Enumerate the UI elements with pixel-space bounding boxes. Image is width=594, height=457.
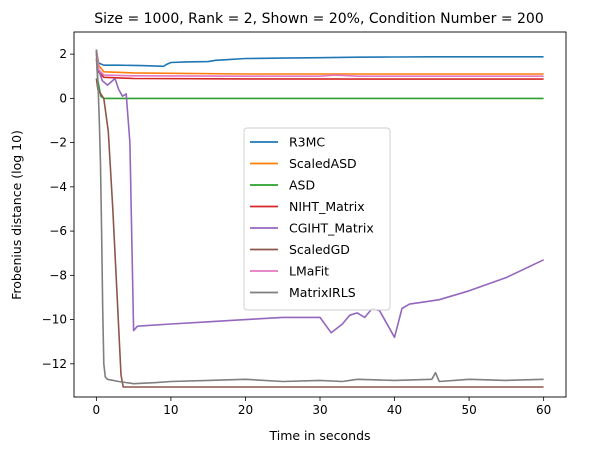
series-line-lmafit (95, 51, 544, 77)
legend-label: CGIHT_Matrix (289, 221, 374, 236)
series-line-matrixirls (95, 49, 544, 385)
x-tick-label: 30 (312, 403, 327, 417)
x-tick-label: 60 (536, 403, 551, 417)
legend-label: ScaledGD (289, 242, 350, 257)
y-tick-label: −12 (42, 357, 67, 371)
legend: R3MC ScaledASD ASD NIHT_Matrix CGIHT_Matrix S… (243, 127, 391, 311)
x-tick-label: 40 (387, 403, 402, 417)
legend-label: ASD (289, 178, 315, 193)
y-tick-label: −2 (49, 136, 67, 150)
y-tick-label: −6 (49, 224, 67, 238)
series-line-r3mc (95, 51, 544, 68)
y-tick-label: −10 (42, 313, 67, 327)
legend-label: ScaledASD (289, 156, 357, 171)
x-axis-label: Time in seconds (268, 428, 370, 443)
x-tick-label: 20 (238, 403, 253, 417)
series-line-cgiht-matrix (95, 49, 544, 339)
x-tick-label: 0 (93, 403, 101, 417)
chart-title: Size = 1000, Rank = 2, Shown = 20%, Cond… (94, 11, 543, 27)
y-tick-label: −8 (49, 268, 67, 282)
legend-label: LMaFit (289, 264, 329, 279)
y-tick-label: 0 (59, 91, 67, 105)
x-axis-ticks: 0 10 20 30 40 50 60 (93, 397, 551, 417)
series-line-scaledgd (95, 78, 544, 388)
y-axis-label: Frobenius distance (log 10) (9, 130, 24, 300)
legend-label: R3MC (289, 135, 325, 150)
y-tick-label: −4 (49, 180, 67, 194)
plot-area (95, 49, 544, 388)
series-line-scaledasd (95, 49, 544, 75)
x-tick-label: 10 (163, 403, 178, 417)
legend-label: NIHT_Matrix (289, 199, 365, 214)
legend-box (243, 127, 391, 311)
legend-label: MatrixIRLS (289, 285, 356, 300)
y-axis-ticks: 2 0 −2 −4 −6 −8 −10 −12 (42, 47, 74, 371)
y-tick-label: 2 (59, 47, 67, 61)
x-tick-label: 50 (461, 403, 476, 417)
